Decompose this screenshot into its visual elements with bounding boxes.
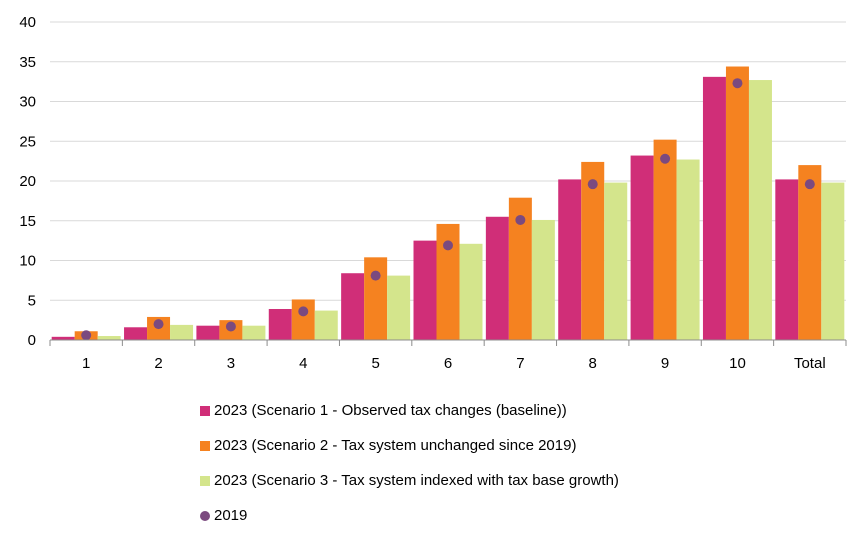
x-tick-label: 4	[299, 355, 307, 372]
bar-series-1-cat-10	[702, 76, 726, 340]
legend-swatch-2019	[200, 510, 210, 521]
bar-series-1-cat-Total	[775, 179, 799, 340]
bar-series-2-cat-5	[364, 257, 388, 340]
y-tick-label: 30	[19, 94, 36, 111]
x-tick-label: 5	[371, 355, 379, 372]
legend-swatch-scenario-3	[200, 475, 210, 486]
y-tick-label: 20	[19, 173, 36, 190]
x-tick-label: 9	[661, 355, 669, 372]
legend-label-scenario-1: 2023 (Scenario 1 - Observed tax changes …	[214, 402, 567, 419]
x-tick-label: 8	[589, 355, 597, 372]
bar-series-3-cat-8	[604, 182, 628, 340]
marker-2019-cat-7	[515, 214, 526, 225]
marker-points	[81, 78, 815, 341]
bar-series-1-cat-1	[51, 336, 75, 340]
marker-2019-cat-4	[298, 306, 309, 317]
legend-label-scenario-2: 2023 (Scenario 2 - Tax system unchanged …	[214, 437, 577, 454]
bar-series-1-cat-5	[341, 273, 365, 340]
bar-series-1-cat-9	[630, 155, 654, 340]
bar-series-2-cat-Total	[798, 165, 822, 340]
legend-label-scenario-3: 2023 (Scenario 3 - Tax system indexed wi…	[214, 472, 619, 489]
x-tick-label: 1	[82, 355, 90, 372]
bar-series-2-cat-8	[581, 161, 605, 340]
legend-swatch-scenario-1	[200, 405, 210, 416]
y-tick-label: 35	[19, 54, 36, 71]
y-tick-label: 25	[19, 133, 36, 150]
marker-2019-cat-Total	[804, 179, 815, 190]
bar-series-1-cat-4	[268, 308, 292, 340]
marker-2019-cat-2	[153, 319, 164, 330]
x-tick-label: 6	[444, 355, 452, 372]
x-tick-label: Total	[794, 355, 826, 372]
legend-item-scenario-1: 2023 (Scenario 1 - Observed tax changes …	[200, 393, 860, 428]
bar-series-2-cat-6	[436, 223, 460, 340]
legend-item-2019: 2019	[200, 498, 860, 533]
bar-series-2-cat-9	[653, 139, 677, 340]
bar-series-3-cat-2	[170, 324, 194, 340]
bar-series-3-cat-10	[748, 80, 772, 340]
y-tick-label: 15	[19, 213, 36, 230]
x-tick-label: 3	[227, 355, 235, 372]
x-tick-label: 2	[154, 355, 162, 372]
marker-2019-cat-5	[370, 270, 381, 281]
bar-series-1-cat-3	[196, 325, 220, 340]
legend-swatch-scenario-2	[200, 440, 210, 451]
bar-series-1-cat-2	[124, 327, 148, 340]
x-tick-label: 7	[516, 355, 524, 372]
bar-series-3-cat-7	[531, 219, 555, 340]
bar-series-1-cat-8	[558, 179, 582, 340]
bar-series-2-cat-4	[291, 299, 315, 340]
marker-2019-cat-10	[732, 78, 743, 89]
bar-series-3-cat-5	[387, 275, 411, 340]
gridlines	[50, 21, 846, 301]
bar-series-2-cat-7	[508, 197, 532, 340]
bar-series-3-cat-9	[676, 159, 700, 340]
axes: 0 5 10 15 20 25 30 35 40 1 2 3 4 5 6 7 8 9 10 Total	[19, 14, 847, 372]
marker-2019-cat-8	[587, 179, 598, 190]
marker-2019-cat-9	[660, 153, 671, 164]
bar-series-3-cat-1	[97, 336, 121, 340]
y-tick-label: 5	[28, 292, 36, 309]
bar-series-1-cat-6	[413, 240, 437, 340]
marker-2019-cat-6	[443, 240, 453, 251]
bar-series-3-cat-Total	[821, 182, 845, 340]
marker-2019-cat-3	[225, 321, 236, 332]
legend: 2023 (Scenario 1 - Observed tax changes …	[200, 393, 860, 533]
bar-series-2-cat-10	[725, 66, 749, 341]
bar-series-1-cat-7	[485, 216, 509, 340]
bar-series-3-cat-4	[314, 310, 338, 340]
y-tick-label: 10	[19, 253, 36, 270]
bar-series-3-cat-6	[459, 243, 483, 340]
x-tick-label: 10	[729, 355, 746, 372]
bar-series-3-cat-3	[242, 325, 266, 340]
legend-label-2019: 2019	[214, 507, 248, 524]
y-tick-label: 40	[19, 14, 36, 31]
legend-item-scenario-2: 2023 (Scenario 2 - Tax system unchanged …	[200, 428, 860, 463]
marker-2019-cat-1	[81, 330, 92, 341]
bar-chart: 0 5 10 15 20 25 30 35 40 1 2 3 4 5 6 7 8 9 10 Total	[19, 14, 847, 372]
legend-item-scenario-3: 2023 (Scenario 3 - Tax system indexed wi…	[200, 463, 860, 498]
y-tick-label: 0	[28, 332, 36, 349]
bar-marks	[51, 66, 845, 341]
